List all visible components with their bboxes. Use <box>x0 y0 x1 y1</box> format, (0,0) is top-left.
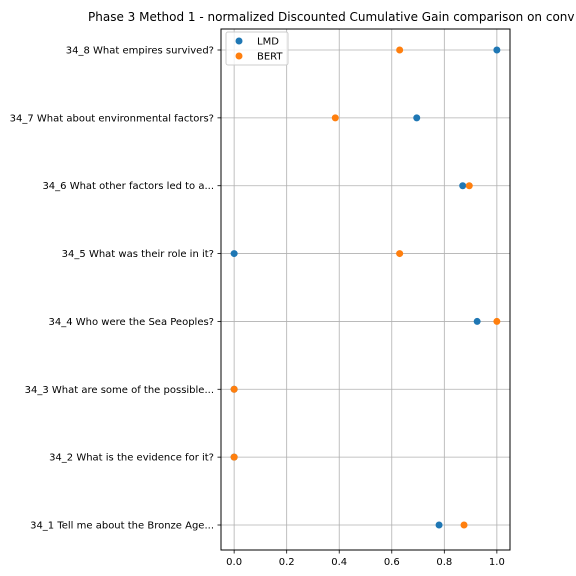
point-lmd <box>493 46 501 54</box>
grid <box>221 29 510 550</box>
category-label: 34_4 Who were the Sea Peoples? <box>49 317 214 328</box>
legend-label-bert: BERT <box>257 52 283 63</box>
tick-label-x: 0.4 <box>331 557 347 568</box>
point-bert <box>396 46 404 54</box>
point-bert <box>493 317 501 325</box>
tick-label-x: 0.6 <box>384 557 400 568</box>
legend: LMD BERT <box>225 31 289 66</box>
legend-marker-lmd <box>235 37 243 45</box>
tick-label-x: 0.2 <box>279 557 295 568</box>
point-bert <box>460 521 468 529</box>
category-label: 34_1 Tell me about the Bronze Age... <box>30 521 214 532</box>
tick-label-x: 1.0 <box>489 557 505 568</box>
point-lmd <box>413 114 421 122</box>
category-label: 34_7 What about environmental factors? <box>10 113 214 124</box>
point-lmd <box>435 521 443 529</box>
tick-label-x: 0.8 <box>436 557 452 568</box>
point-bert <box>396 250 404 258</box>
point-lmd <box>473 317 481 325</box>
category-label: 34_3 What are some of the possible... <box>25 385 214 396</box>
category-label: 34_2 What is the evidence for it? <box>49 453 214 464</box>
legend-label-lmd: LMD <box>257 37 279 48</box>
category-label: 34_8 What empires survived? <box>66 46 214 57</box>
point-lmd <box>230 250 238 258</box>
data-points <box>230 46 501 529</box>
point-bert <box>230 385 238 393</box>
legend-marker-bert <box>235 52 243 60</box>
plot-frame <box>220 28 511 551</box>
category-label: 34_5 What was their role in it? <box>62 249 214 260</box>
axis-ticks: 0.0 0.2 0.4 0.6 0.8 1.0 34_1 Tell me about the… <box>10 46 505 569</box>
point-bert <box>465 182 473 190</box>
point-bert <box>230 453 238 461</box>
category-label: 34_6 What other factors led to a... <box>42 181 214 192</box>
tick-label-x: 0.0 <box>226 557 242 568</box>
point-lmd <box>459 182 467 190</box>
chart-title: Phase 3 Method 1 - normalized Discounted… <box>88 10 575 24</box>
point-bert <box>331 114 339 122</box>
